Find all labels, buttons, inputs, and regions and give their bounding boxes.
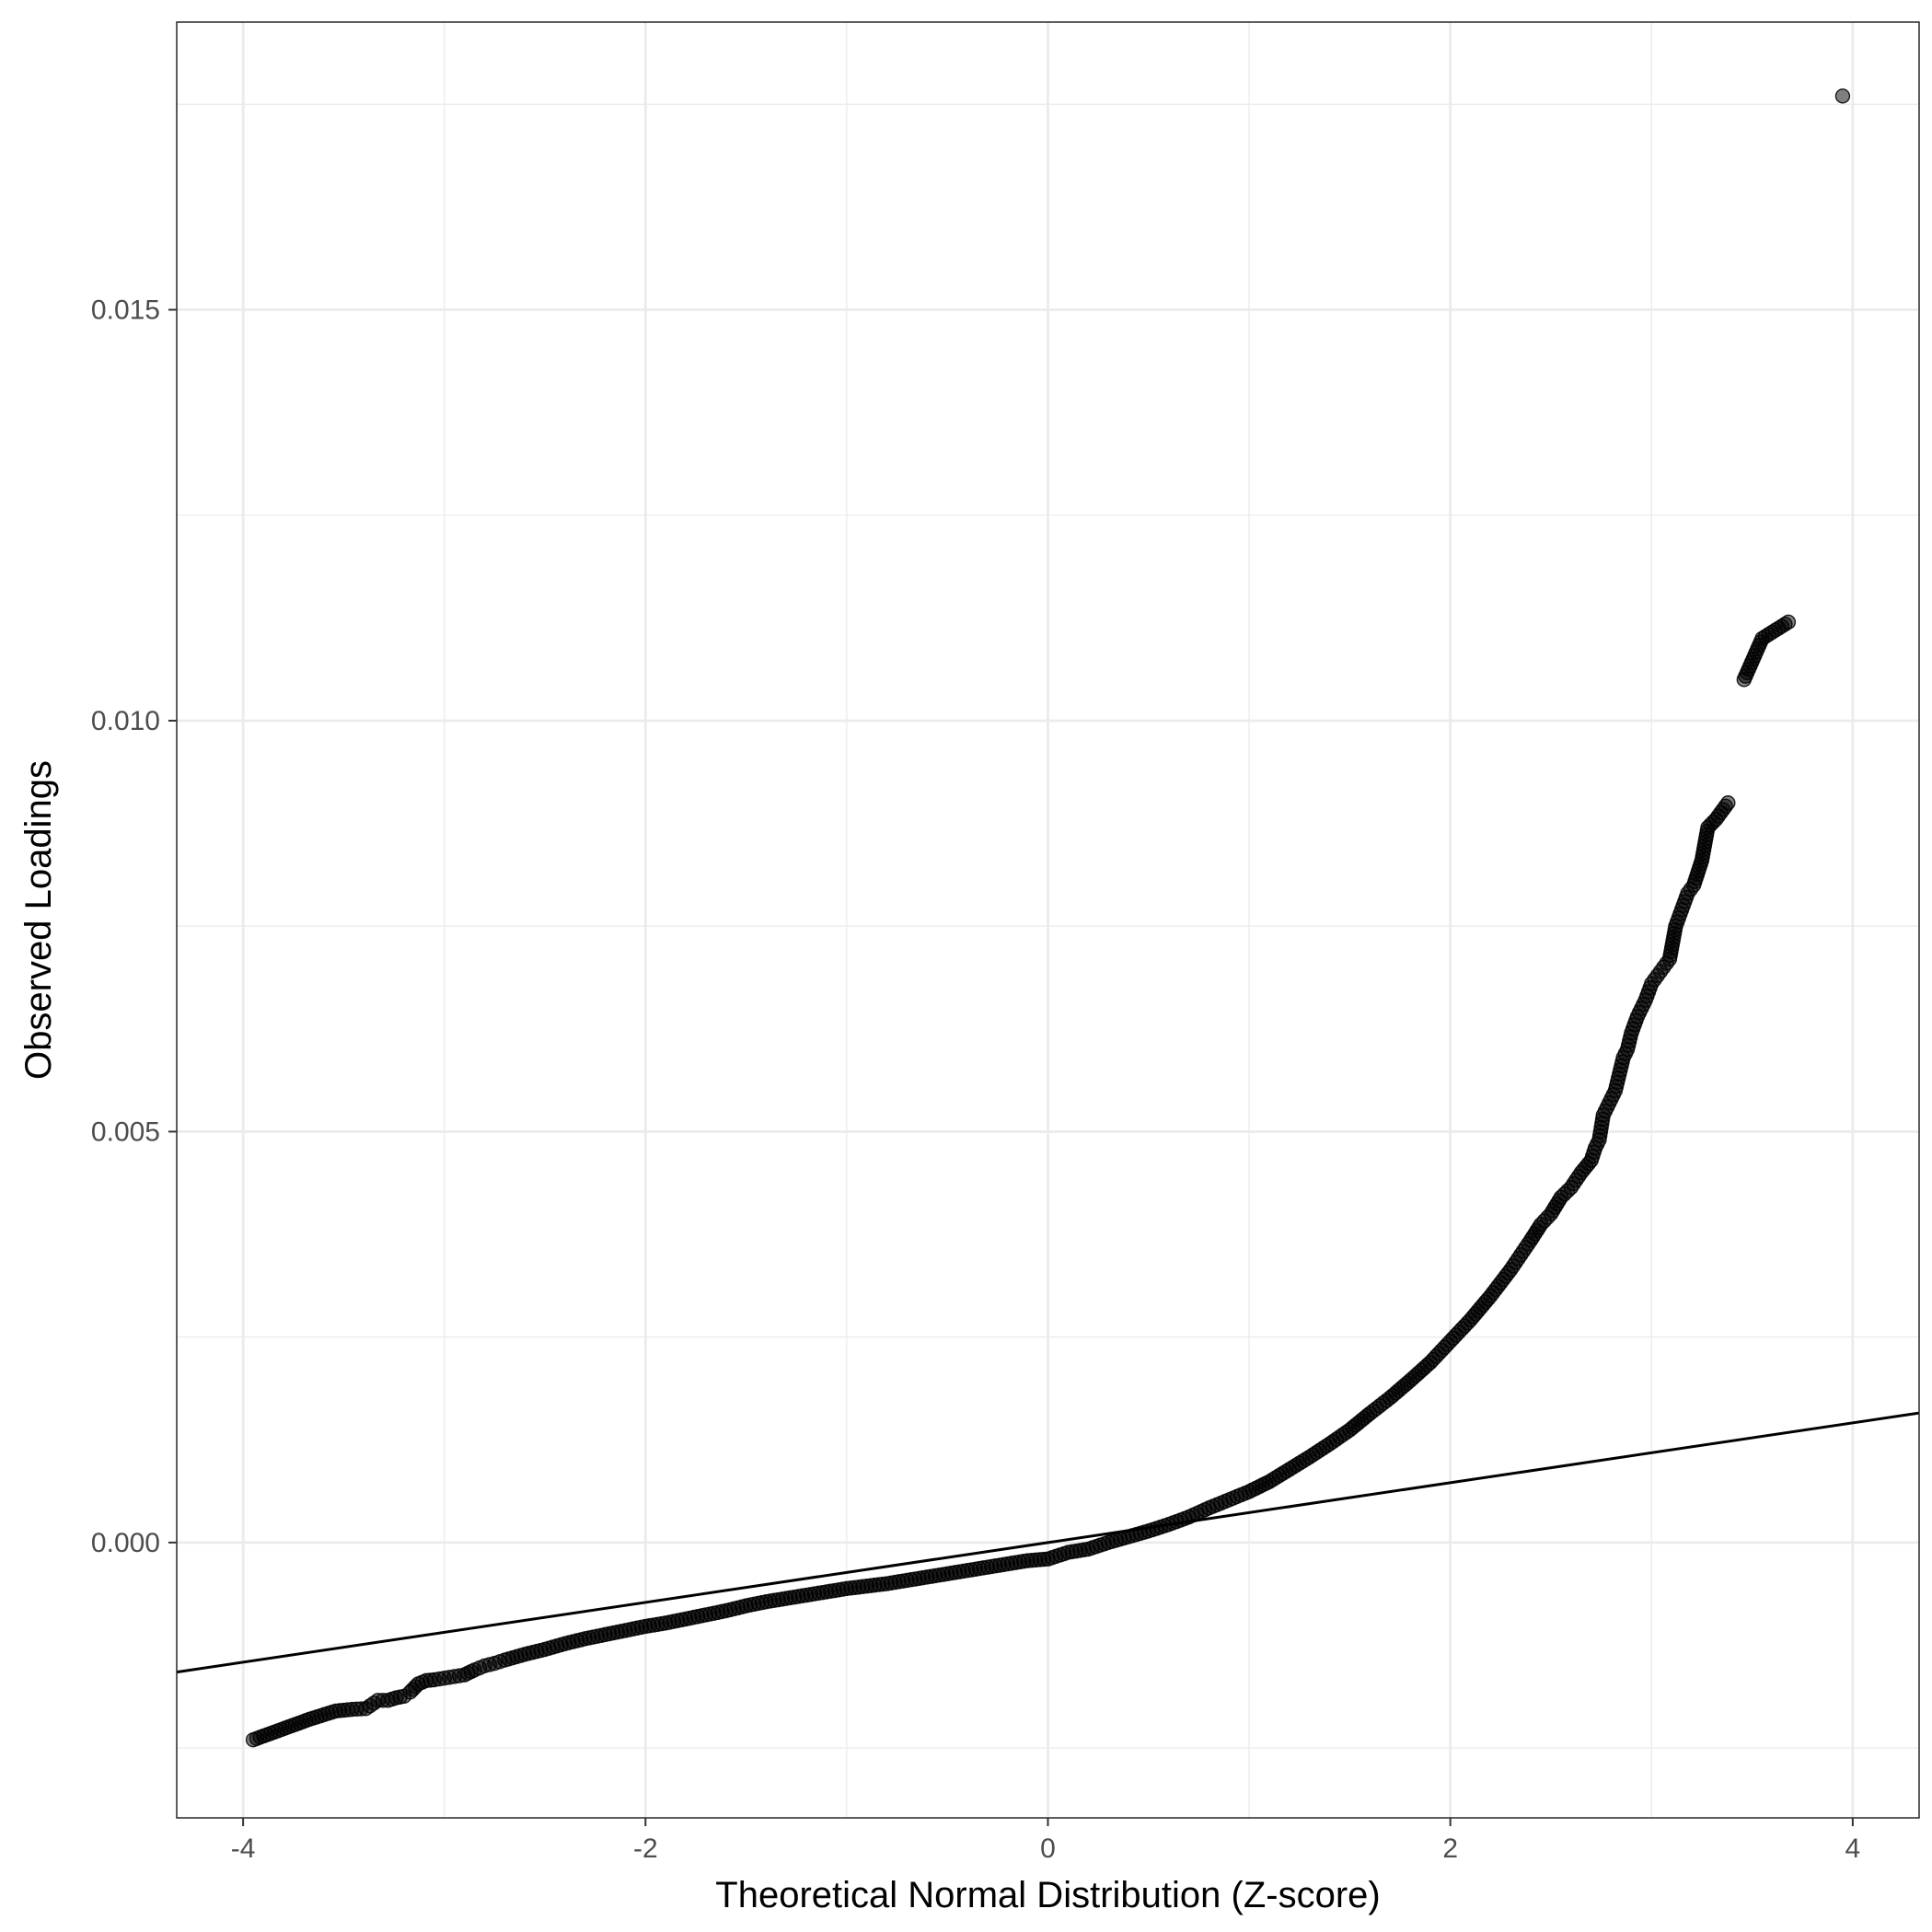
y-tick-label: 0.005	[91, 1116, 160, 1147]
x-tick-label: 2	[1442, 1834, 1458, 1864]
x-tick-label: -4	[231, 1834, 256, 1864]
data-point	[1720, 795, 1736, 811]
data-point	[1834, 88, 1851, 104]
y-tick-label: 0.000	[91, 1528, 160, 1558]
x-axis-title: Theoretical Normal Distribution (Z-score…	[715, 1875, 1380, 1915]
y-axis-title: Observed Loadings	[18, 760, 59, 1080]
x-axis-ticks: -4 -2 0 2 4	[231, 1818, 1860, 1864]
x-tick-label: 4	[1845, 1834, 1861, 1864]
data-point	[1780, 614, 1797, 631]
reference-line-layer	[176, 1411, 1920, 1674]
major-gridlines	[177, 22, 1919, 1818]
y-axis-ticks: 0.000 0.005 0.010 0.015	[91, 295, 177, 1558]
data-points	[245, 88, 1851, 1748]
reference-line	[176, 1411, 1920, 1674]
x-tick-label: 0	[1040, 1834, 1056, 1864]
y-tick-label: 0.010	[91, 706, 160, 736]
y-tick-label: 0.015	[91, 295, 160, 326]
x-tick-label: -2	[633, 1834, 658, 1864]
